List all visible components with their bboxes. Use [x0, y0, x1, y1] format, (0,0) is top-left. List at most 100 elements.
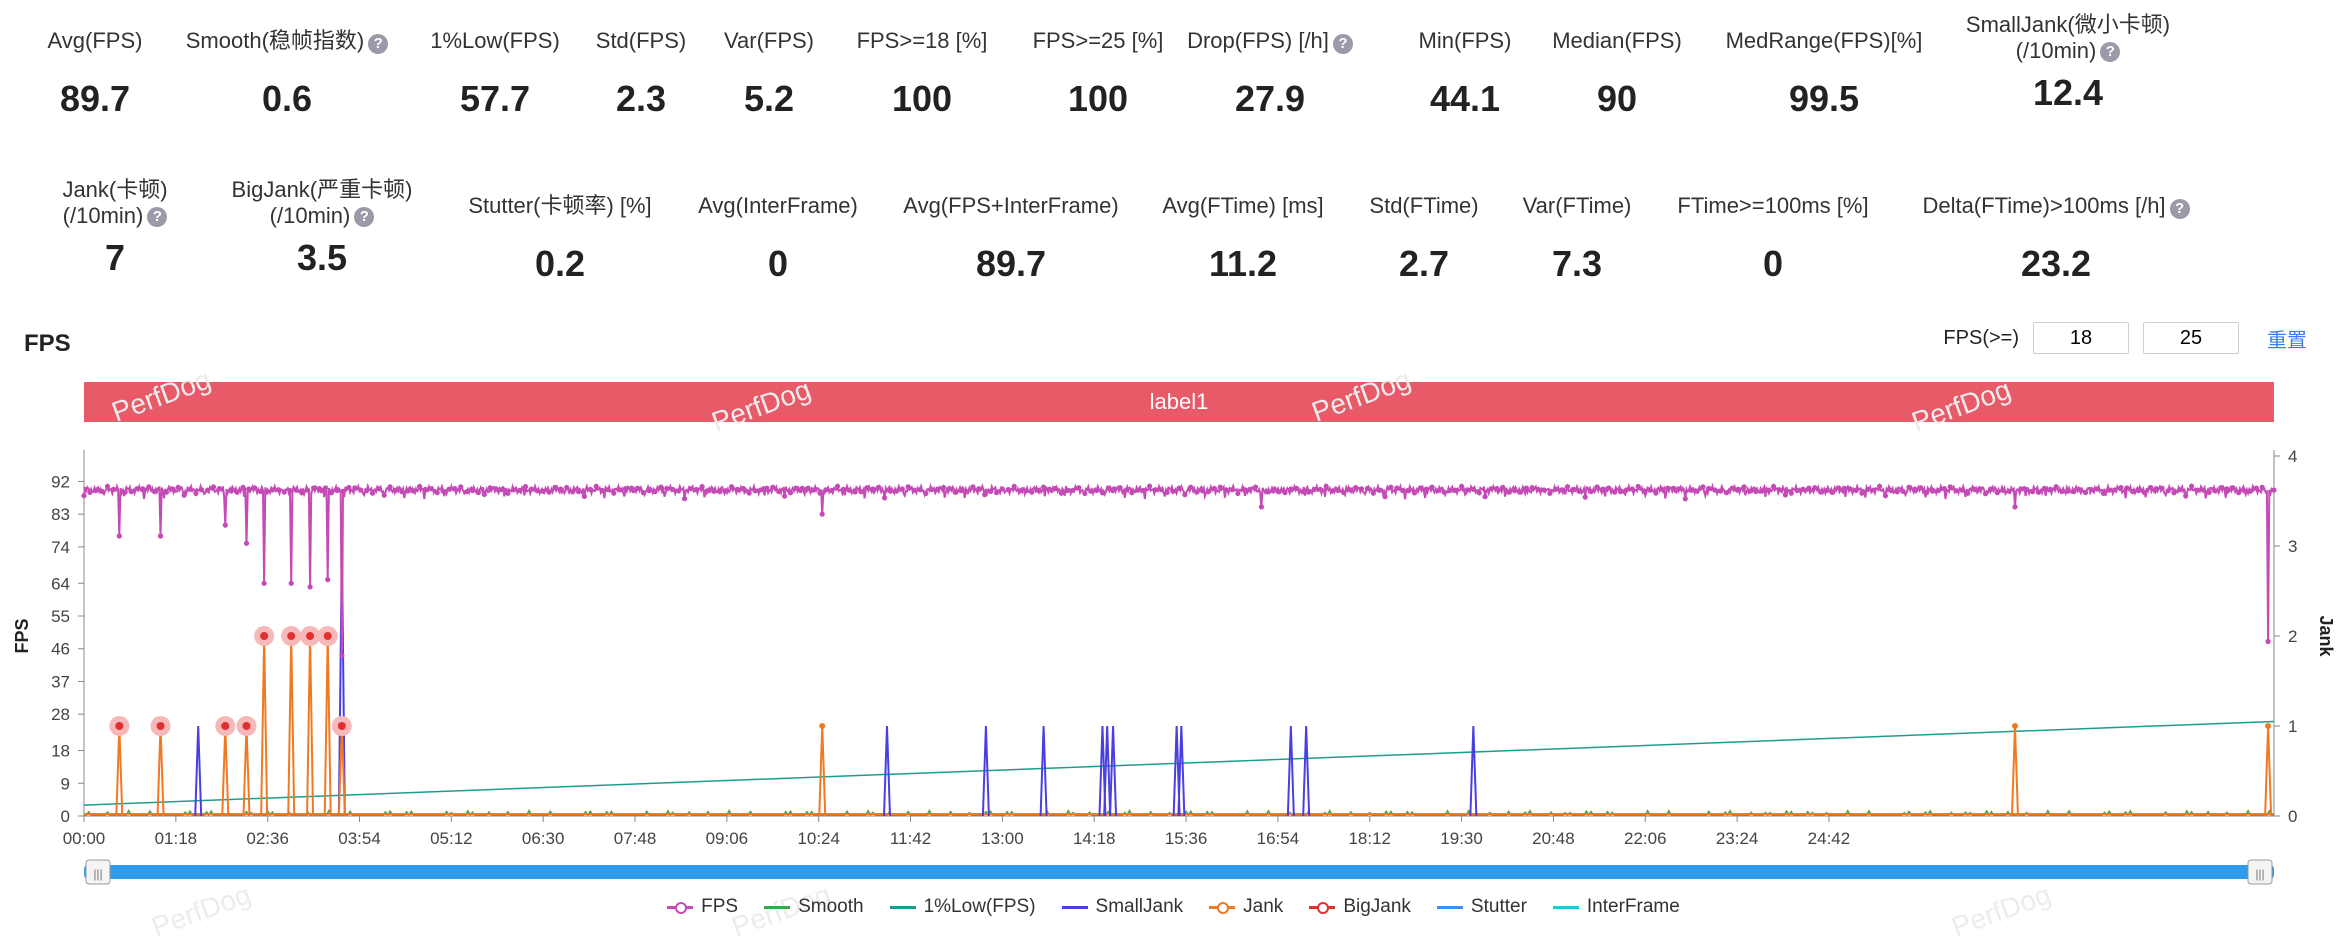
- legend-item-0[interactable]: FPS: [667, 896, 738, 918]
- legend-item-7[interactable]: InterFrame: [1552, 896, 1680, 918]
- jank-spike: [818, 725, 827, 817]
- fps-point: [1824, 487, 1830, 494]
- fps-point: [493, 486, 499, 492]
- fps-point: [1199, 488, 1206, 494]
- help-icon[interactable]: ?: [2169, 198, 2190, 219]
- fps-point: [935, 486, 941, 492]
- stats_row1-stat-11: SmallJank(微小卡顿) (/10min)? 12.4: [1908, 12, 2228, 114]
- fps-point: [664, 485, 670, 491]
- fps-point: [1929, 488, 1936, 494]
- fps-point: [1388, 484, 1394, 490]
- fps-point: [1400, 488, 1406, 494]
- fps-point: [1170, 488, 1176, 494]
- fps-point: [1559, 487, 1565, 493]
- fps-point: [687, 486, 694, 492]
- jank-point: [2011, 723, 2018, 729]
- fps-point: [1612, 489, 1618, 495]
- bigjank-point: [323, 632, 332, 640]
- fps-point: [1829, 489, 1836, 495]
- fps-point: [1041, 484, 1047, 490]
- fps-point: [2088, 486, 2095, 493]
- label-bar[interactable]: label1: [84, 382, 2274, 422]
- help-icon[interactable]: ?: [354, 207, 375, 228]
- fps-point: [1370, 490, 1376, 496]
- fps-point: [1859, 490, 1865, 496]
- fps-point: [1076, 485, 1082, 491]
- help-icon[interactable]: ?: [1332, 33, 1353, 54]
- stat-label-unit-text: (/10min): [269, 203, 351, 228]
- stat-value: 5.2: [743, 78, 795, 119]
- y-tick-label: 92: [51, 472, 70, 491]
- fps-point: [199, 487, 205, 493]
- help-icon[interactable]: ?: [2100, 42, 2121, 63]
- bigjank-spike: [287, 635, 296, 817]
- fps-point: [528, 486, 535, 492]
- fps-point: [387, 484, 393, 490]
- fps-point: [2206, 489, 2212, 495]
- fps-max-input[interactable]: [2143, 322, 2239, 354]
- legend-item-2[interactable]: 1%Low(FPS): [889, 896, 1036, 918]
- fps-point: [640, 490, 646, 496]
- fps-point: [216, 486, 222, 492]
- help-icon[interactable]: ?: [368, 33, 389, 54]
- fps-series-line: [83, 482, 2275, 656]
- fps-point: [1871, 487, 1877, 493]
- fps-point: [1753, 488, 1759, 495]
- stats_row2-stat-4: Avg(FPS+InterFrame) 89.7: [851, 193, 1171, 285]
- fps-point: [1965, 490, 1971, 496]
- fps-point: [381, 492, 387, 498]
- fps-point: [1188, 484, 1194, 490]
- y-axis-label: FPS: [12, 618, 32, 653]
- stat-value: 0: [767, 243, 789, 284]
- legend-item-4[interactable]: Jank: [1209, 896, 1283, 918]
- reset-button[interactable]: 重置: [2267, 329, 2307, 352]
- legend-swatch: [1209, 900, 1236, 914]
- fps-point: [1082, 490, 1088, 496]
- fps-point: [1099, 490, 1106, 496]
- fps-point: [1959, 487, 1965, 493]
- fps-point: [1129, 490, 1135, 496]
- legend-item-1[interactable]: Smooth: [764, 896, 864, 918]
- fps-point: [1058, 490, 1064, 496]
- fps-min-input[interactable]: [2033, 322, 2129, 354]
- fps-point: [146, 484, 152, 490]
- fps-point: [288, 580, 294, 586]
- fps-point: [1788, 490, 1794, 496]
- fps-point: [693, 486, 699, 493]
- stats_row2-stat-7: Var(FTime) 7.3: [1417, 193, 1737, 285]
- fps-point: [1300, 489, 1306, 495]
- fps-point: [611, 490, 617, 496]
- help-icon[interactable]: ?: [147, 207, 168, 228]
- fps-point: [1294, 485, 1300, 491]
- fps-point: [2224, 486, 2230, 492]
- fps-point: [181, 492, 187, 498]
- fps-chart[interactable]: 0 9 18 28 37 46 55 64 74 83 92 0 1 2 3 4 00:00 01:18 02:36…: [0, 440, 2347, 890]
- fps-point: [1982, 491, 1989, 497]
- fps-point: [1141, 487, 1147, 494]
- fps-point: [1894, 489, 1900, 495]
- fps-point: [522, 484, 529, 490]
- fps-point: [1665, 485, 1671, 491]
- fps-point: [1971, 486, 1977, 492]
- fps-point: [2265, 638, 2271, 645]
- legend-item-3[interactable]: SmallJank: [1061, 896, 1183, 918]
- legend-item-6[interactable]: Stutter: [1436, 896, 1527, 918]
- smalljank-spike: [1302, 725, 1311, 817]
- fps-point: [2153, 486, 2159, 492]
- stat-label: BigJank(严重卡顿): [231, 177, 413, 202]
- fps-point: [893, 488, 900, 494]
- stat-label: Var(FPS): [723, 28, 815, 53]
- fps-point: [2189, 483, 2195, 489]
- fps-point: [475, 489, 481, 496]
- smalljank-spike: [883, 725, 891, 817]
- stats_row1-stat-10: MedRange(FPS)[%] 99.5: [1664, 28, 1984, 120]
- fps-point: [1906, 484, 1912, 490]
- fps-point: [393, 487, 399, 493]
- fps-point: [1152, 487, 1159, 493]
- fps-point: [2100, 490, 2106, 496]
- fps-point: [1488, 486, 1494, 492]
- fps-point: [1094, 487, 1100, 494]
- fps-point: [1476, 490, 1482, 496]
- legend-item-5[interactable]: BigJank: [1309, 896, 1411, 918]
- stats_row1-stat-9: Median(FPS) 90: [1457, 28, 1777, 120]
